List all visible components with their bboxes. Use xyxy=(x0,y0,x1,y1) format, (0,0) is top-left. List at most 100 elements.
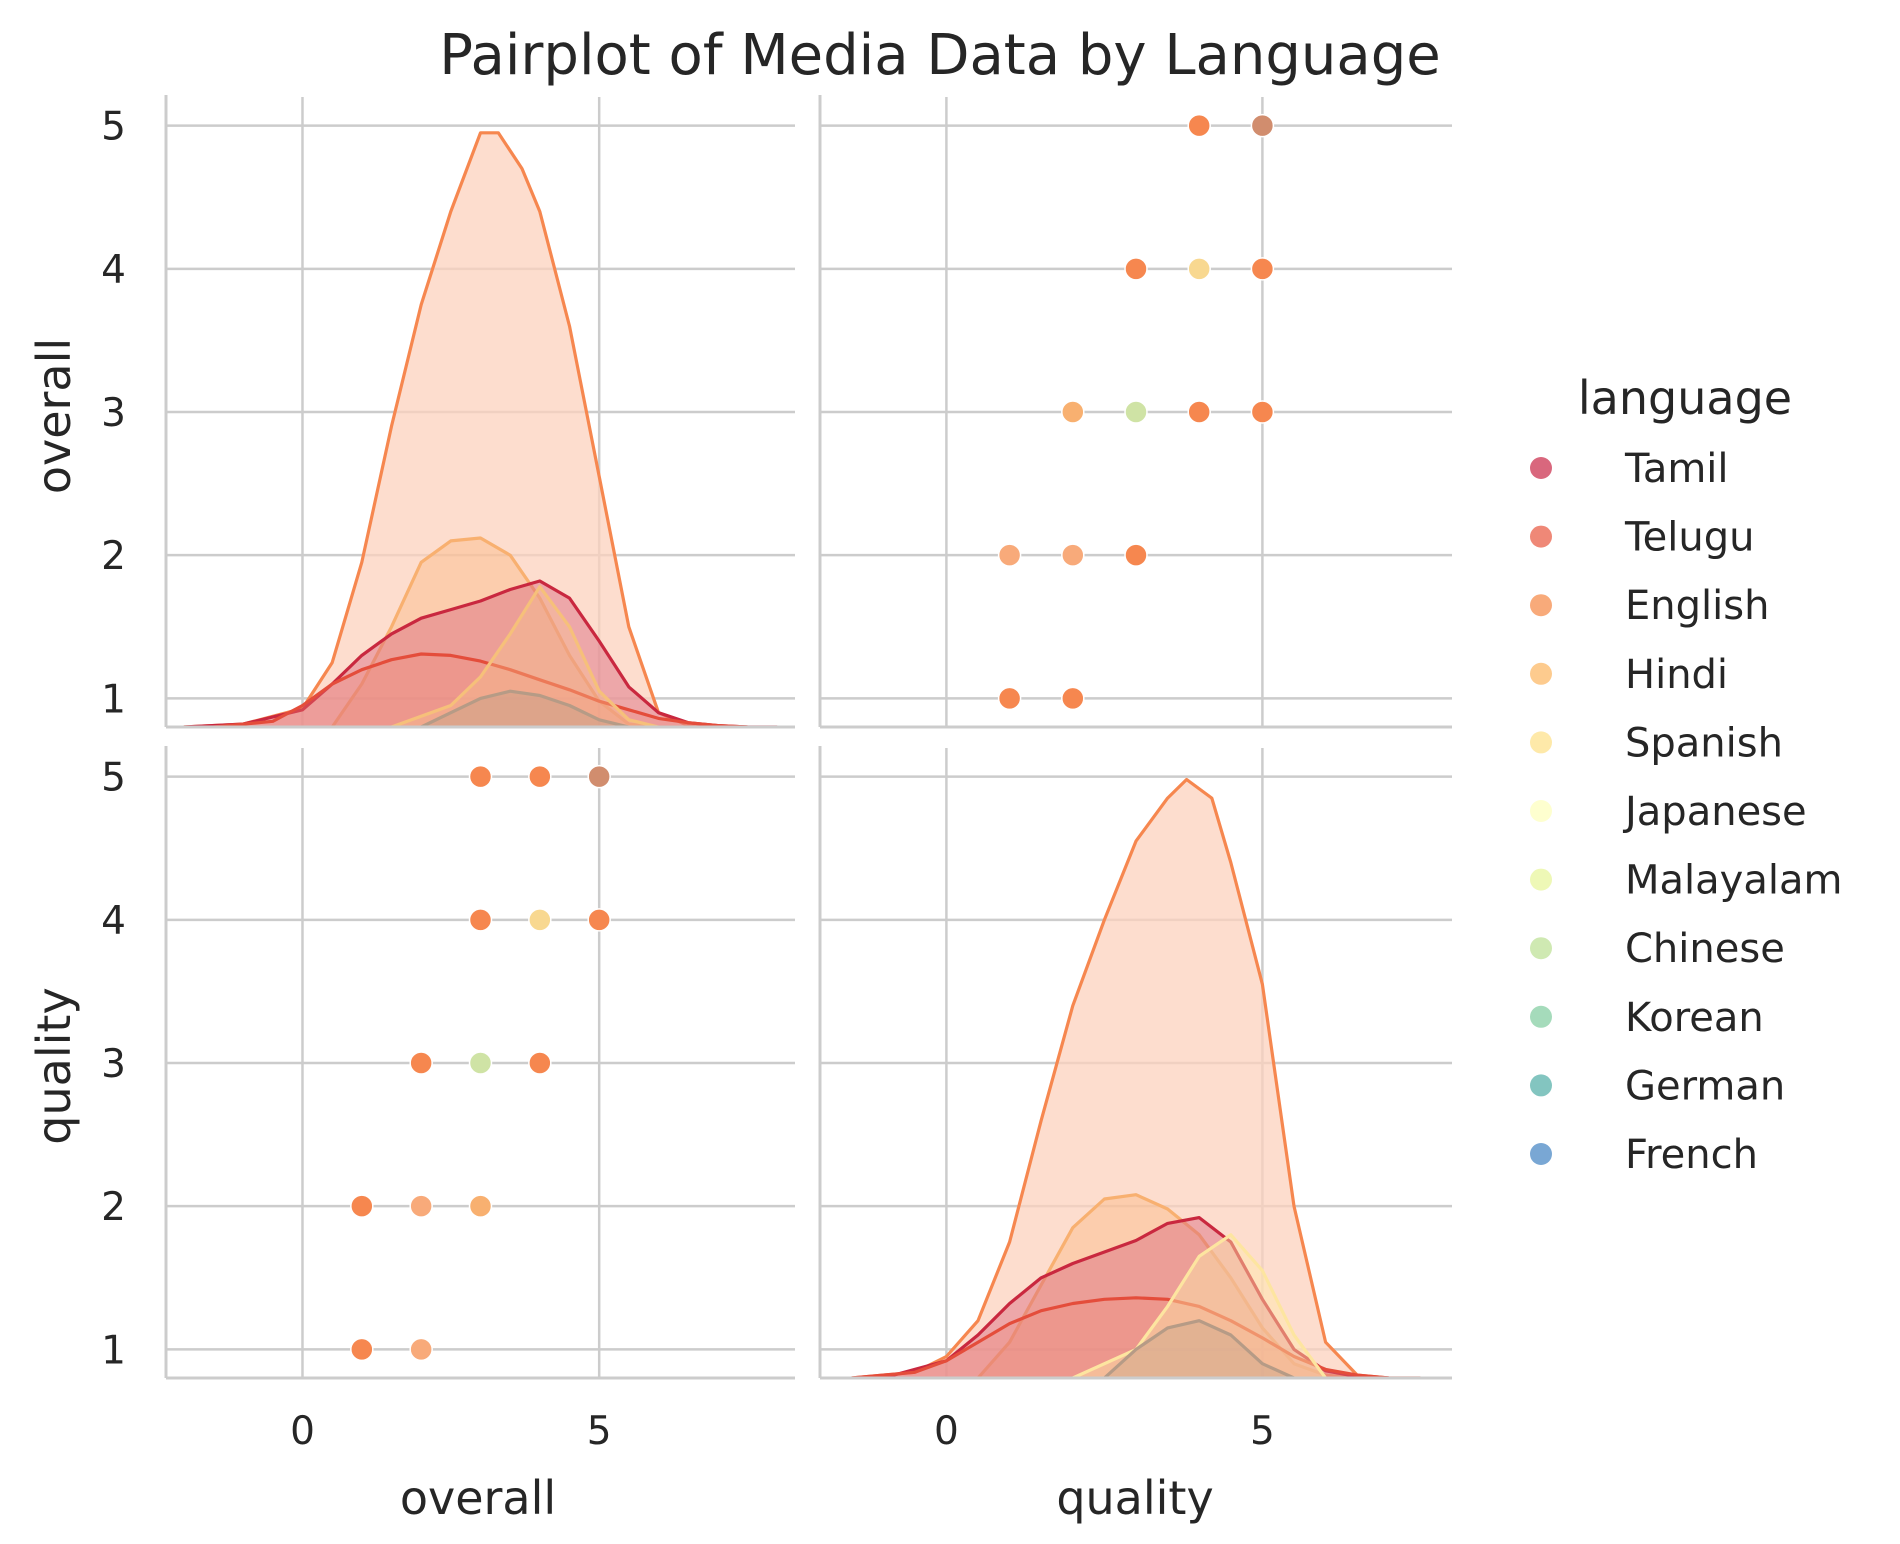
scatter-point xyxy=(1124,400,1148,424)
legend-marker xyxy=(1530,1005,1552,1028)
legend-marker xyxy=(1530,1074,1552,1097)
legend-item: Telugu xyxy=(1530,515,1754,561)
legend-marker xyxy=(1530,662,1552,685)
legend-item: German xyxy=(1530,1063,1785,1109)
kde-line xyxy=(1072,1233,1327,1378)
kde-line xyxy=(976,1193,1358,1378)
y-tick-label: 4 xyxy=(101,899,126,944)
scatter-point xyxy=(587,908,611,932)
plot-area xyxy=(851,777,1421,1378)
y-tick-label: 3 xyxy=(101,1042,126,1087)
legend-item: Japanese xyxy=(1530,789,1807,835)
scatter-point xyxy=(468,764,493,789)
scatter-point xyxy=(587,764,611,789)
kde-line xyxy=(420,689,630,727)
legend-title: language xyxy=(1578,371,1792,425)
kde-area xyxy=(1104,1320,1294,1378)
panel-overall-vs-quality xyxy=(818,95,1452,729)
legend-marker xyxy=(1530,800,1552,822)
legend-marker xyxy=(1530,731,1552,754)
panel-quality-vs-overall: 1 2 3 4 5 0 5 xyxy=(101,746,795,1454)
kde-line xyxy=(330,536,689,727)
legend-label: Chinese xyxy=(1625,926,1785,972)
legend-item: Korean xyxy=(1530,995,1764,1041)
y-tick-label: 4 xyxy=(101,248,126,293)
scatter-point xyxy=(1124,543,1148,567)
scatter-point xyxy=(1250,257,1275,281)
x-axis-label-overall: overall xyxy=(400,1471,556,1525)
chart-title: Pairplot of Media Data by Language xyxy=(439,23,1440,88)
scatter-point xyxy=(409,1194,433,1218)
scatter-point xyxy=(1250,400,1275,424)
plot-area xyxy=(350,764,611,1362)
legend-label: Telugu xyxy=(1624,515,1754,561)
legend-marker xyxy=(1530,1143,1552,1165)
kde-area xyxy=(391,586,659,727)
scatter-point xyxy=(1187,113,1211,138)
legend-item: Tamil xyxy=(1530,446,1729,492)
legend-item: French xyxy=(1530,1132,1758,1178)
y-tick-label: 1 xyxy=(101,677,126,722)
y-tick-label: 2 xyxy=(101,534,126,579)
scatter-point xyxy=(468,1194,493,1218)
scatter-point xyxy=(1061,543,1085,567)
scatter-point xyxy=(1061,400,1085,424)
y-axis-label-quality: quality xyxy=(27,987,81,1144)
kde-line xyxy=(882,1216,1389,1378)
legend-label: Japanese xyxy=(1622,789,1807,835)
legend-marker xyxy=(1530,525,1552,548)
y-tick-label: 5 xyxy=(101,105,126,150)
x-axis-label-quality: quality xyxy=(1056,1471,1213,1525)
kde-line xyxy=(213,652,748,727)
scatter-point xyxy=(409,1337,433,1362)
x-tick-label: 0 xyxy=(934,1409,959,1454)
kde-area xyxy=(183,581,778,727)
panel-overall-kde: 1 2 3 4 5 xyxy=(101,95,795,729)
scatter-point xyxy=(528,908,552,932)
kde-area xyxy=(851,779,1389,1378)
legend-marker xyxy=(1530,868,1552,891)
legend-item: Spanish xyxy=(1530,720,1783,766)
scatter-point xyxy=(528,764,552,789)
scatter-point xyxy=(1061,686,1085,711)
legend-label: Tamil xyxy=(1624,446,1729,492)
scatter-point xyxy=(997,686,1022,711)
kde-area xyxy=(183,132,748,727)
scatter-point xyxy=(350,1337,374,1362)
legend-marker xyxy=(1530,594,1552,617)
legend-label: Malayalam xyxy=(1625,858,1842,904)
y-tick-label: 2 xyxy=(101,1185,126,1230)
scatter-point xyxy=(528,1051,552,1075)
legend-label: English xyxy=(1625,583,1769,629)
y-tick-label: 1 xyxy=(101,1328,126,1373)
legend: language Tamil Telugu English Hindi Spanish J… xyxy=(1530,371,1842,1178)
kde-area xyxy=(978,1194,1358,1378)
legend-label: French xyxy=(1625,1132,1758,1178)
kde-area xyxy=(851,1297,1421,1378)
kde-area xyxy=(213,654,748,727)
legend-item: Malayalam xyxy=(1530,858,1842,904)
y-tick-label: 5 xyxy=(101,756,126,801)
plot-area xyxy=(997,113,1275,711)
scatter-point xyxy=(1250,113,1275,138)
legend-label: Spanish xyxy=(1625,720,1783,766)
scatter-point xyxy=(1187,400,1211,424)
scatter-point xyxy=(1187,257,1211,281)
kde-line xyxy=(1103,1319,1295,1378)
scatter-point xyxy=(997,543,1022,567)
y-tick-label: 3 xyxy=(101,391,126,436)
legend-marker xyxy=(1530,937,1552,960)
legend-label: Hindi xyxy=(1625,652,1728,698)
plot-area xyxy=(183,131,778,727)
kde-line xyxy=(851,777,1389,1378)
kde-area xyxy=(421,691,629,727)
x-tick-label: 5 xyxy=(1250,1409,1275,1454)
kde-line xyxy=(390,585,659,727)
legend-label: Korean xyxy=(1625,995,1764,1041)
legend-item: Chinese xyxy=(1530,926,1785,972)
scatter-point xyxy=(409,1051,433,1075)
legend-marker xyxy=(1530,457,1552,479)
